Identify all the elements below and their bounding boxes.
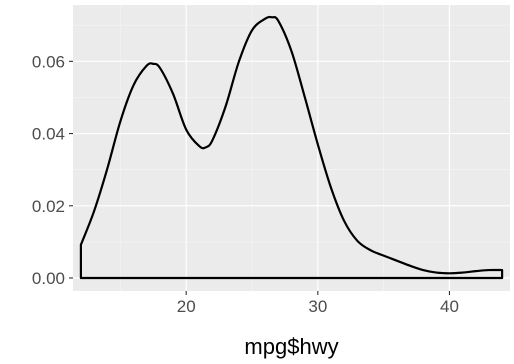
minor-grid [73,5,510,291]
density-marks [79,15,504,280]
density-curve [79,15,504,280]
x-tick-label: 20 [177,297,196,316]
x-tick-labels: 20 30 40 [177,297,459,316]
y-tick-label: 0.04 [32,125,65,144]
x-tick-label: 30 [308,297,327,316]
x-axis-title: mpg$hwy [244,334,338,359]
y-tick-labels: 0.00 0.02 0.04 0.06 [32,52,65,288]
y-tick-label: 0.06 [32,52,65,71]
y-tick-label: 0.02 [32,197,65,216]
axis-ticks [69,60,451,295]
x-tick-label: 40 [440,297,459,316]
y-tick-label: 0.00 [32,269,65,288]
plot-panel [73,5,510,291]
